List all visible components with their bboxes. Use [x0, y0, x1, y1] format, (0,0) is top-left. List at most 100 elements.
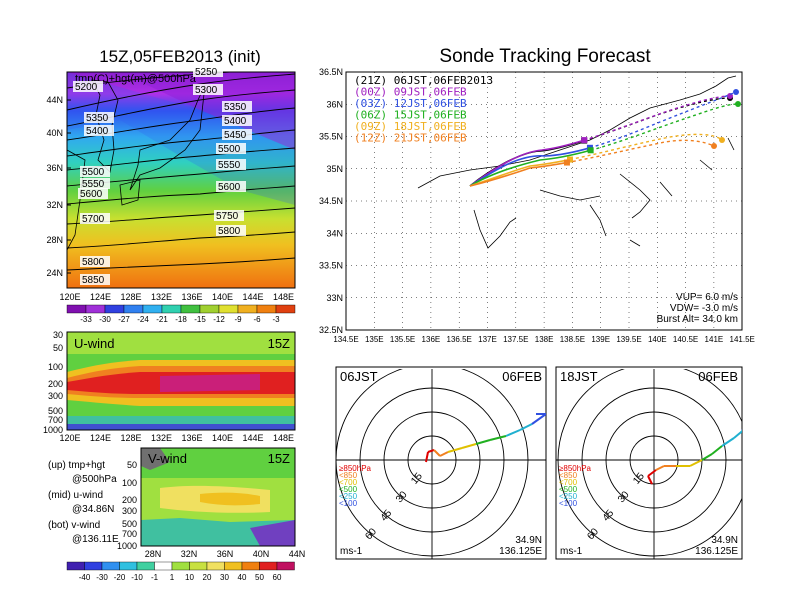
contour-label: 5550 [82, 179, 105, 190]
colorbar-swatch [218, 304, 239, 314]
vwind-x-labels: 28N 32N 36N 40N 44N [145, 549, 306, 559]
tracking-lon-label: 140.5E [673, 335, 698, 344]
hodograph-trace [721, 437, 735, 447]
burst-marker [587, 147, 594, 154]
hodograph-trace [741, 428, 742, 430]
tracking-lon-labels: 134.5E 135E 135.5E 136E 136.5E 137E 137.5E 138E… [333, 335, 755, 344]
colorbar-label: -12 [213, 315, 225, 324]
vwind-y-label: 100 [122, 478, 137, 488]
colorbar-swatch [275, 304, 296, 314]
uwind-y-label: 100 [48, 362, 63, 372]
wind-colorbar-swatch [101, 561, 120, 571]
contour-label-bg [80, 178, 110, 189]
landing-marker [733, 89, 739, 95]
colorbar-label: -27 [118, 315, 130, 324]
contour-label: 5350 [224, 102, 247, 113]
map-lon-label: 144E [242, 292, 263, 302]
landing-marker [735, 101, 741, 107]
tracking-lat-label: 33.5N [319, 261, 343, 271]
map-lat-label: 24N [46, 268, 63, 278]
vwind-y-label: 700 [122, 529, 137, 539]
hodograph-lon: 136.125E [499, 546, 542, 557]
vwind-x-label: 44N [289, 549, 306, 559]
sonde-track [469, 139, 715, 187]
tracking-lon-label: 140E [648, 335, 667, 344]
contour-label-bg [216, 225, 246, 236]
colorbar-swatch [104, 304, 125, 314]
launch-legend: (21Z) 06JST,06FEB2013(00Z) 09JST,06FEB(0… [354, 74, 493, 145]
launch-legend-item: (00Z) 09JST,06FEB [354, 86, 467, 99]
contour-label-bg [193, 84, 223, 95]
uwind-y-label: 30 [53, 330, 63, 340]
tracking-lat-label: 35.5N [319, 132, 343, 142]
contour-label: 5550 [218, 160, 241, 171]
wind-colorbar-label: 10 [185, 573, 194, 582]
note-line: (mid) u-wind [48, 490, 103, 501]
uwind-y-label: 300 [48, 391, 63, 401]
hodograph-legend-item: ≥850hPa [559, 464, 592, 473]
wind-colorbar-swatch [189, 561, 208, 571]
note-line: (bot) v-wind [48, 520, 100, 531]
hodograph-legend-item: <250 [339, 492, 358, 501]
hodograph-trace [439, 451, 449, 457]
colorbar-swatch [142, 304, 163, 314]
hodograph-trace [655, 465, 665, 471]
temperature-colorbar-labels: -33 -30 -27 -24 -21 -18 -15 -12 -9 -6 -3 [80, 315, 280, 324]
colorbar-swatch [66, 304, 87, 314]
hodograph-trace [427, 449, 435, 453]
contour-label-bg [214, 210, 244, 221]
map-subtitle: tmp(C)+hgt(m)@500hPa [75, 73, 197, 85]
contour-label-bg [222, 129, 252, 140]
vwind-section [141, 448, 295, 546]
map-lon-label: 148E [273, 292, 294, 302]
hodograph-trace [433, 449, 441, 457]
contour-label-bg [222, 115, 252, 126]
contour-label-bg [216, 143, 246, 154]
uwind-y-label: 200 [48, 379, 63, 389]
wind-colorbar-label: 1 [170, 573, 175, 582]
uwind-y-label: 50 [53, 343, 63, 353]
colorbar-swatch [85, 304, 106, 314]
vwind-y-label: 50 [127, 460, 137, 470]
hodograph-trace [711, 445, 723, 455]
wind-colorbar-label: 40 [238, 573, 247, 582]
hodograph-unit: ms-1 [340, 546, 363, 557]
contour-label: 5750 [216, 211, 239, 222]
sonde-tracks [469, 89, 741, 187]
tracking-lon-label: 138.5E [560, 335, 585, 344]
vwind-y-label: 500 [122, 519, 137, 529]
tracking-lat-labels: 36.5N 36N 35.5N 35N 34.5N 34N 33.5N 33N 32.5N [319, 67, 343, 335]
map-lat-label: 44N [46, 95, 63, 105]
burst-marker [567, 156, 574, 163]
contour-label: 5800 [82, 257, 105, 268]
hodograph-trace [647, 469, 657, 477]
uwind-x-label: 148E [273, 433, 294, 443]
wind-colorbar-swatch [276, 561, 295, 571]
wind-colorbar-label: -10 [131, 573, 143, 582]
contour-label: 5800 [218, 226, 241, 237]
tracking-title: Sonde Tracking Forecast [439, 46, 651, 67]
tracking-frame [345, 71, 743, 331]
hodograph-trace [689, 459, 703, 467]
tracking-lat-label: 35N [326, 164, 343, 174]
hodograph-legend-item: <250 [559, 492, 578, 501]
uwind-y-label: 700 [48, 415, 63, 425]
tracking-lon-label: 136.5E [447, 335, 472, 344]
note-line: @136.11E [72, 534, 119, 545]
wind-colorbar-label: -40 [79, 573, 91, 582]
tracking-lon-label: 139.5E [616, 335, 641, 344]
contour-label: 5600 [80, 189, 103, 200]
wind-colorbar [66, 561, 295, 571]
ascent-param: VDW= -3.0 m/s [670, 303, 738, 314]
contour-label-bg [78, 188, 108, 199]
uwind-x-label: 124E [90, 433, 111, 443]
wind-colorbar-swatch [171, 561, 190, 571]
wind-colorbar-labels: -40 -30 -20 -10 -1 1 10 20 30 40 50 60 [79, 573, 282, 582]
tracking-lon-label: 136E [422, 335, 441, 344]
vwind-x-label: 28N [145, 549, 162, 559]
launch-legend-item: (12Z) 21JST,06FEB [354, 132, 467, 145]
tracking-lon-label: 134.5E [333, 335, 358, 344]
